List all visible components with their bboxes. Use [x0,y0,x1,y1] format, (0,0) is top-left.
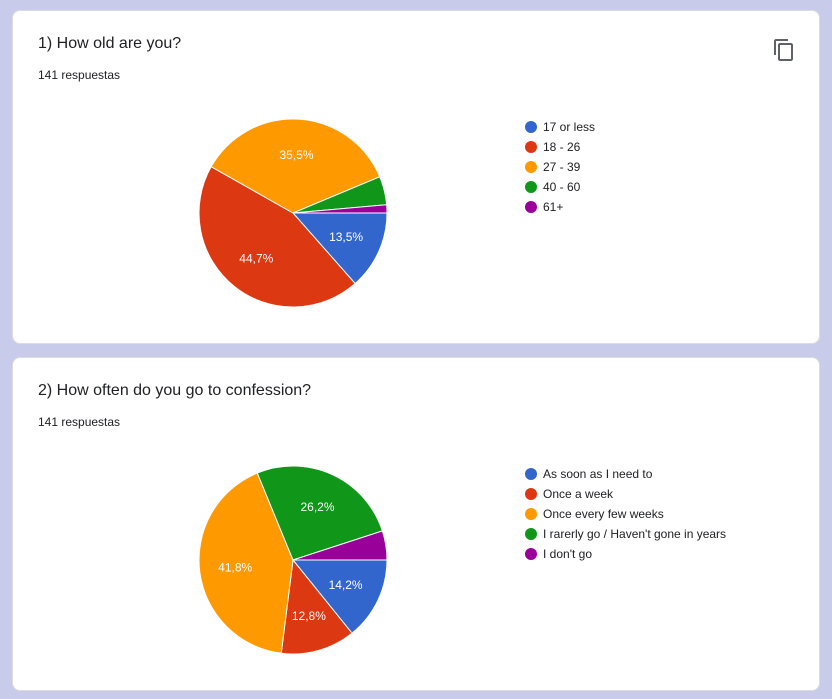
copy-icon[interactable] [772,38,796,67]
slice-label-once-a-week: 12,8% [292,609,326,623]
pie-slice-i-don-t-go[interactable] [292,530,388,561]
response-count: 141 respuestas [38,68,121,82]
slice-label-27-39: 35,5% [279,148,313,162]
legend-label: 17 or less [543,120,596,134]
legend-swatch [525,468,537,480]
pie-slice-as-soon-as-i-need-to[interactable] [291,559,388,634]
legend-swatch [525,141,537,153]
legend-swatch [525,201,537,213]
chart-legend: 17 or less 18 - 26 27 - 39 40 - 60 61+ [525,117,595,217]
legend-swatch [525,121,537,133]
pie-slice-i-rarerly-go-haven-t-gone-in-years[interactable] [256,465,384,561]
legend-label: 18 - 26 [543,140,581,154]
pie-slice-once-every-few-weeks[interactable] [198,472,294,654]
legend-item-27-39[interactable]: 27 - 39 [525,157,595,177]
legend-label: I rarerly go / Haven't gone in years [543,527,727,541]
legend-label: I don't go [543,547,592,561]
pie-chart: 14,2% 12,8% 41,8% 26,2% [198,465,388,655]
legend-label: 27 - 39 [543,160,581,174]
chart-legend: As soon as I need to Once a week Once ever… [525,464,726,564]
legend-swatch [525,548,537,560]
legend-swatch [525,508,537,520]
legend-label: As soon as I need to [543,467,653,481]
slice-label-17-or-less: 13,5% [329,230,363,244]
question-title: 1) How old are you? [38,35,182,52]
legend-item-17-or-less[interactable]: 17 or less [525,117,595,137]
pie-slice-61[interactable] [292,204,388,214]
legend-swatch [525,528,537,540]
legend-label: 40 - 60 [543,180,581,194]
question-card-2: 2) How often do you go to confession? 14… [12,357,820,691]
slice-label-once-every-few-weeks: 41,8% [218,561,252,575]
slice-label-18-26: 44,7% [239,251,273,265]
legend-item-18-26[interactable]: 18 - 26 [525,137,595,157]
legend-label: 61+ [543,200,564,214]
legend-swatch [525,181,537,193]
legend-label: Once every few weeks [543,507,664,521]
slice-label-as-soon-as-i-need-to: 14,2% [329,578,363,592]
question-title: 2) How often do you go to confession? [38,382,312,399]
legend-item-61[interactable]: 61+ [525,197,595,217]
response-count: 141 respuestas [38,415,121,429]
question-card-1: 1) How old are you? 141 respuestas 13,5%… [12,10,820,344]
pie-slice-17-or-less[interactable] [291,212,388,285]
pie-slice-27-39[interactable] [210,118,381,214]
legend-item-once-every-few-weeks[interactable]: Once every few weeks [525,504,726,524]
pie-slice-once-a-week[interactable] [280,558,353,655]
legend-swatch [525,488,537,500]
legend-item-i-rarerly-go-haven-t-gone-in-years[interactable]: I rarerly go / Haven't gone in years [525,524,726,544]
pie-chart: 13,5% 44,7% 35,5% [198,118,388,308]
legend-item-once-a-week[interactable]: Once a week [525,484,726,504]
slice-label-i-rarerly-go-haven-t-gone-in-years: 26,2% [300,500,334,514]
pie-slice-18-26[interactable] [198,165,356,308]
legend-item-i-don-t-go[interactable]: I don't go [525,544,726,564]
legend-item-40-60[interactable]: 40 - 60 [525,177,595,197]
legend-swatch [525,161,537,173]
legend-label: Once a week [543,487,614,501]
legend-item-as-soon-as-i-need-to[interactable]: As soon as I need to [525,464,726,484]
